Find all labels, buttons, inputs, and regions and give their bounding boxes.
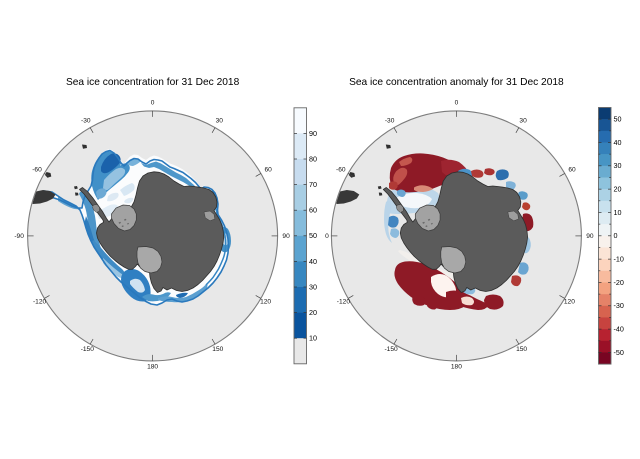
- svg-text:Sea ice concentration for 31 D: Sea ice concentration for 31 Dec 2018: [66, 77, 240, 88]
- svg-text:150: 150: [516, 346, 527, 353]
- svg-text:90: 90: [309, 129, 317, 138]
- svg-text:0: 0: [614, 231, 618, 240]
- svg-text:10: 10: [614, 208, 622, 217]
- svg-text:-50: -50: [614, 348, 624, 357]
- svg-text:90: 90: [586, 233, 594, 240]
- svg-text:-30: -30: [81, 118, 91, 125]
- svg-text:30: 30: [216, 118, 224, 125]
- svg-text:70: 70: [309, 180, 317, 189]
- svg-text:0: 0: [151, 100, 155, 107]
- svg-text:10: 10: [309, 334, 317, 343]
- svg-text:0: 0: [325, 233, 329, 240]
- svg-text:30: 30: [519, 118, 527, 125]
- svg-text:-150: -150: [81, 346, 95, 353]
- svg-text:40: 40: [614, 138, 622, 147]
- svg-text:-90: -90: [14, 233, 24, 240]
- svg-text:20: 20: [309, 308, 317, 317]
- svg-text:50: 50: [309, 231, 317, 240]
- svg-text:-120: -120: [337, 298, 351, 305]
- svg-text:-60: -60: [336, 166, 346, 173]
- svg-text:Sea ice concentration anomaly: Sea ice concentration anomaly for 31 Dec…: [349, 77, 564, 88]
- svg-text:150: 150: [212, 346, 223, 353]
- svg-text:120: 120: [260, 298, 271, 305]
- svg-text:-40: -40: [614, 325, 624, 334]
- svg-text:-20: -20: [614, 278, 624, 287]
- svg-text:60: 60: [568, 166, 576, 173]
- svg-text:120: 120: [564, 298, 575, 305]
- svg-text:-150: -150: [384, 346, 398, 353]
- svg-text:20: 20: [614, 185, 622, 194]
- svg-text:60: 60: [309, 206, 317, 215]
- svg-text:-30: -30: [385, 118, 395, 125]
- svg-text:0: 0: [455, 100, 459, 107]
- svg-text:-120: -120: [33, 298, 47, 305]
- svg-text:60: 60: [265, 166, 273, 173]
- svg-text:80: 80: [309, 154, 317, 163]
- svg-text:-30: -30: [614, 301, 624, 310]
- svg-text:90: 90: [282, 233, 290, 240]
- svg-text:-60: -60: [32, 166, 42, 173]
- svg-text:30: 30: [309, 282, 317, 291]
- svg-text:40: 40: [309, 257, 317, 266]
- svg-text:180: 180: [451, 364, 462, 371]
- svg-text:50: 50: [614, 115, 622, 124]
- svg-text:30: 30: [614, 161, 622, 170]
- svg-text:-10: -10: [614, 255, 624, 264]
- svg-text:180: 180: [147, 364, 158, 371]
